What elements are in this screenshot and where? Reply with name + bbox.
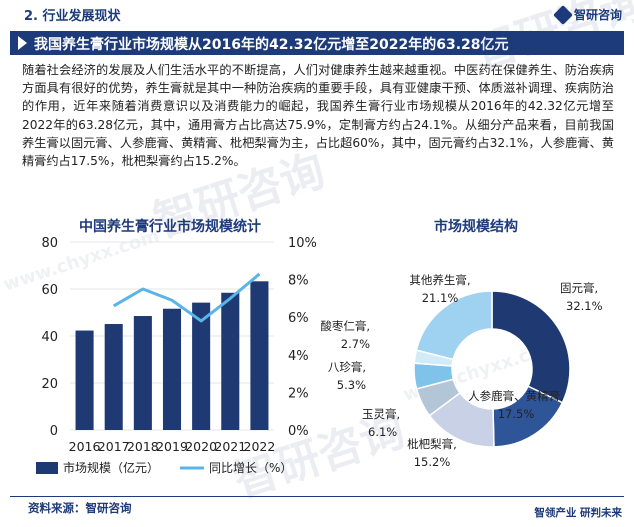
legend-bar-label: 市场规模（亿元） xyxy=(63,460,159,475)
body-paragraph: 随着社会经济的发展及人们生活水平的不断提高，人们对健康养生越来越重视。中医药在保… xyxy=(22,63,614,169)
slice-percent: 2.7% xyxy=(341,337,370,351)
donut-slice xyxy=(415,290,493,361)
x-tick-label: 2020 xyxy=(185,439,217,454)
x-tick-label: 2016 xyxy=(69,439,101,454)
bar xyxy=(192,302,211,430)
y2-tick-label: 8% xyxy=(288,274,309,289)
legend-line-label: 同比增长（%） xyxy=(209,461,292,475)
bar xyxy=(104,324,123,430)
footer-divider xyxy=(10,496,624,497)
bar-line-chart: 中国养生膏行业市场规模统计 0 20 40 60 80 0% 2% 4% 6% 8% 10% 20… xyxy=(36,218,317,475)
y2-tick-label: 0% xyxy=(288,424,309,439)
x-tick-label: 2021 xyxy=(214,439,246,454)
y-tick-label: 20 xyxy=(41,377,58,392)
slice-label: 玉灵膏, xyxy=(362,407,400,421)
line-series xyxy=(112,272,261,323)
y-tick-label: 40 xyxy=(41,330,58,345)
donut-slice xyxy=(491,290,571,404)
bar xyxy=(133,316,152,430)
section-header: 2. 行业发展现状 智研咨询 xyxy=(0,0,634,28)
y-tick-label: 0 xyxy=(50,424,58,439)
bar xyxy=(250,281,269,430)
brand-logo-icon xyxy=(553,4,573,25)
donut-slices xyxy=(413,290,571,448)
slice-percent: 6.1% xyxy=(368,425,397,439)
section-title: 2. 行业发展现状 xyxy=(24,9,121,24)
y2-tick-label: 10% xyxy=(288,236,317,251)
donut-chart: 市场规模结构 固元膏, 32.1% 人参鹿膏、黄精膏, 17.5% 枇杷梨膏, 15.2%… xyxy=(320,218,602,469)
y2-tick-label: 6% xyxy=(288,311,309,326)
slice-label: 固元膏, xyxy=(560,281,598,295)
bar xyxy=(162,308,182,430)
bar xyxy=(221,292,240,430)
bar xyxy=(75,330,94,430)
growth-line xyxy=(112,272,261,323)
y-tick-label: 60 xyxy=(41,283,58,298)
slogan: 智领产业 研判未来 xyxy=(534,507,622,519)
y2-tick-label: 4% xyxy=(288,349,309,364)
headline-banner: 我国养生膏行业市场规模从2016年的42.32亿元增至2022年的63.28亿元 xyxy=(10,31,624,55)
slice-percent: 15.2% xyxy=(414,455,451,469)
legend: 市场规模（亿元） 同比增长（%） xyxy=(36,460,292,475)
legend-bar-swatch xyxy=(36,462,58,474)
x-tick-label: 2017 xyxy=(98,439,130,454)
slice-label: 人参鹿膏、黄精膏, xyxy=(468,389,564,403)
slice-label: 枇杷梨膏, xyxy=(407,437,457,451)
brand: 智研咨询 xyxy=(553,4,622,25)
chart-title: 中国养生膏行业市场规模统计 xyxy=(79,218,261,235)
slice-label: 其他养生膏, xyxy=(409,273,470,287)
charts-area: 中国养生膏行业市场规模统计 0 20 40 60 80 0% 2% 4% 6% 8% 10% 20… xyxy=(36,218,603,475)
y2-axis-ticks: 0% 2% 4% 6% 8% 10% xyxy=(288,236,317,439)
chart-title: 市场规模结构 xyxy=(434,218,518,235)
slice-percent: 17.5% xyxy=(498,407,535,421)
x-tick-label: 2019 xyxy=(156,439,188,454)
slice-label: 酸枣仁膏, xyxy=(320,319,370,333)
x-tick-label: 2018 xyxy=(127,439,159,454)
source-note: 资料来源：智研咨询 xyxy=(28,501,132,515)
slice-label: 八珍膏, xyxy=(328,360,366,374)
x-tick-label: 2022 xyxy=(244,439,276,454)
y-tick-label: 80 xyxy=(41,236,58,251)
bar-series xyxy=(75,281,269,430)
donut-labels: 固元膏, 32.1% 人参鹿膏、黄精膏, 17.5% 枇杷梨膏, 15.2% 玉灵膏, 6.1… xyxy=(320,273,602,469)
slice-percent: 5.3% xyxy=(337,378,366,392)
triangle-arrow-icon xyxy=(18,36,27,50)
y2-tick-label: 2% xyxy=(288,386,309,401)
headline-text: 我国养生膏行业市场规模从2016年的42.32亿元增至2022年的63.28亿元 xyxy=(34,37,509,53)
y-axis-ticks: 0 20 40 60 80 xyxy=(41,236,58,439)
slice-percent: 21.1% xyxy=(422,291,459,305)
slice-percent: 32.1% xyxy=(566,299,603,313)
brand-name: 智研咨询 xyxy=(573,8,622,22)
